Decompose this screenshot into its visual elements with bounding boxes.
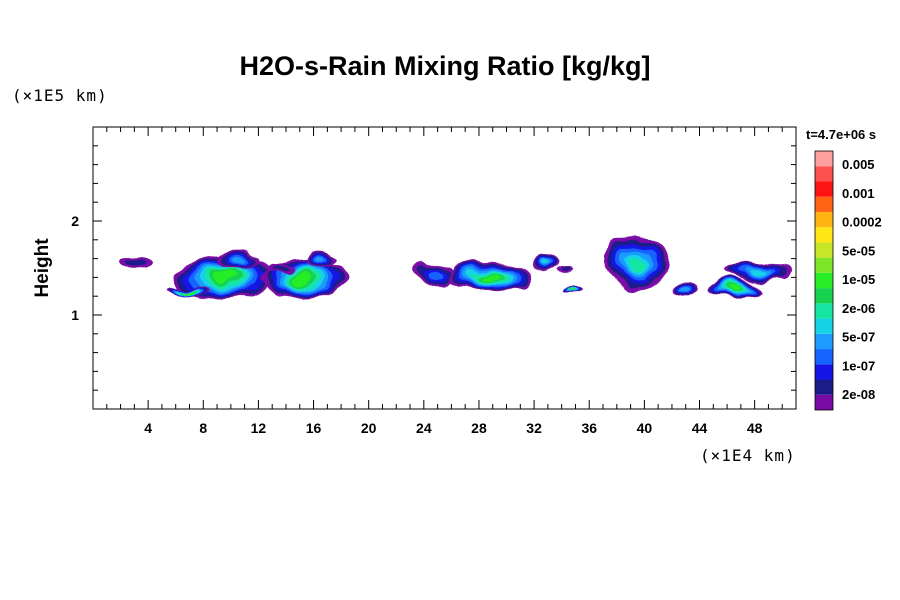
x-tick-label: 36: [581, 420, 597, 436]
rain-cell: [120, 256, 154, 270]
rain-cell: [412, 260, 457, 285]
x-tick-label: 12: [251, 420, 267, 436]
colorbar: 0.005 0.001 0.0002 5e-05 1e-05 2e-06 5e-07 1e-0…: [814, 150, 882, 411]
rain-cells: [120, 236, 792, 299]
colorbar-frame: [814, 150, 834, 411]
x-tick-label: 48: [747, 420, 763, 436]
colorbar-swatch: [815, 394, 833, 410]
colorbar-label: 1e-07: [842, 358, 875, 373]
contour-band: [628, 256, 647, 271]
x-tick-label: 20: [361, 420, 377, 436]
colorbar-swatch: [815, 227, 833, 243]
x-tick-label: 40: [637, 420, 653, 436]
rain-cell: [174, 256, 274, 299]
x-tick-label: 24: [416, 420, 432, 436]
y-tick-label: 1: [71, 307, 79, 323]
colorbar-swatch: [815, 349, 833, 365]
x-tick-label: 28: [471, 420, 487, 436]
x-unit-label: (×1E4 km): [700, 446, 796, 465]
contour-band: [211, 272, 237, 283]
time-label: t=4.7e+06 s: [806, 127, 876, 142]
contour-band: [682, 286, 690, 291]
contour-band: [749, 269, 769, 275]
colorbar-label: 2e-08: [842, 387, 875, 402]
contour-band: [315, 257, 326, 264]
colorbar-swatch: [815, 272, 833, 289]
contour-band: [569, 288, 576, 291]
colorbar-swatch: [815, 303, 833, 319]
x-tick-label: 44: [692, 420, 708, 436]
rain-cell: [561, 285, 584, 294]
colorbar-label: 0.005: [842, 157, 875, 172]
rain-cell: [531, 252, 559, 275]
colorbar-label: 2e-06: [842, 301, 875, 316]
plot-frame: [92, 126, 797, 410]
rain-cell: [164, 285, 215, 294]
contour-band: [426, 268, 443, 278]
colorbar-swatch: [815, 288, 833, 304]
contour-band: [231, 257, 244, 264]
contour-band: [541, 260, 550, 267]
rain-cell: [674, 283, 697, 295]
rain-cell: [725, 262, 792, 282]
colorbar-swatch: [815, 211, 833, 228]
x-tick-label: 8: [199, 420, 207, 436]
colorbar-swatch: [815, 151, 833, 167]
y-axis-label: Height: [32, 238, 53, 298]
colorbar-swatch: [815, 166, 833, 182]
colorbar-label: 5e-05: [842, 243, 875, 258]
colorbar-label: 1e-05: [842, 272, 875, 287]
rain-cell: [709, 280, 759, 298]
contour-band: [127, 259, 147, 268]
contour-band: [727, 286, 741, 291]
colorbar-swatch: [815, 333, 833, 350]
contour-band: [271, 267, 288, 273]
x-tick-label: 4: [144, 420, 152, 436]
contour-band: [561, 270, 571, 274]
contour-band: [183, 288, 196, 291]
rain-cell: [448, 262, 532, 293]
plot-area: 4 8 12 16 20 24 28 32 36 40 44 48 12: [71, 126, 797, 436]
rain-cell: [265, 265, 293, 275]
contour-band: [292, 274, 313, 284]
colorbar-swatch: [815, 242, 833, 258]
x-axis: 4 8 12 16 20 24 28 32 36 40 44 48: [106, 127, 783, 436]
y-unit-label: (×1E5 km): [12, 86, 108, 105]
x-tick-label: 16: [306, 420, 322, 436]
colorbar-swatch: [815, 364, 833, 380]
rain-cell: [218, 251, 258, 270]
colorbar-label: 0.001: [842, 186, 875, 201]
rain-cell: [604, 236, 671, 290]
y-tick-label: 2: [71, 213, 79, 229]
colorbar-swatch: [815, 196, 833, 212]
colorbar-label: 5e-07: [842, 330, 875, 345]
rain-cell: [303, 251, 337, 270]
contour-band: [479, 273, 501, 282]
colorbar-swatch: [815, 257, 833, 273]
colorbar-swatch: [815, 318, 833, 334]
colorbar-label: 0.0002: [842, 215, 882, 230]
rain-cell: [557, 268, 575, 275]
colorbar-swatch: [815, 181, 833, 197]
colorbar-swatch: [815, 379, 833, 395]
chart-title: H2O-s-Rain Mixing Ratio [kg/kg]: [239, 51, 650, 81]
y-axis: 12: [71, 145, 796, 391]
x-tick-label: 32: [526, 420, 542, 436]
